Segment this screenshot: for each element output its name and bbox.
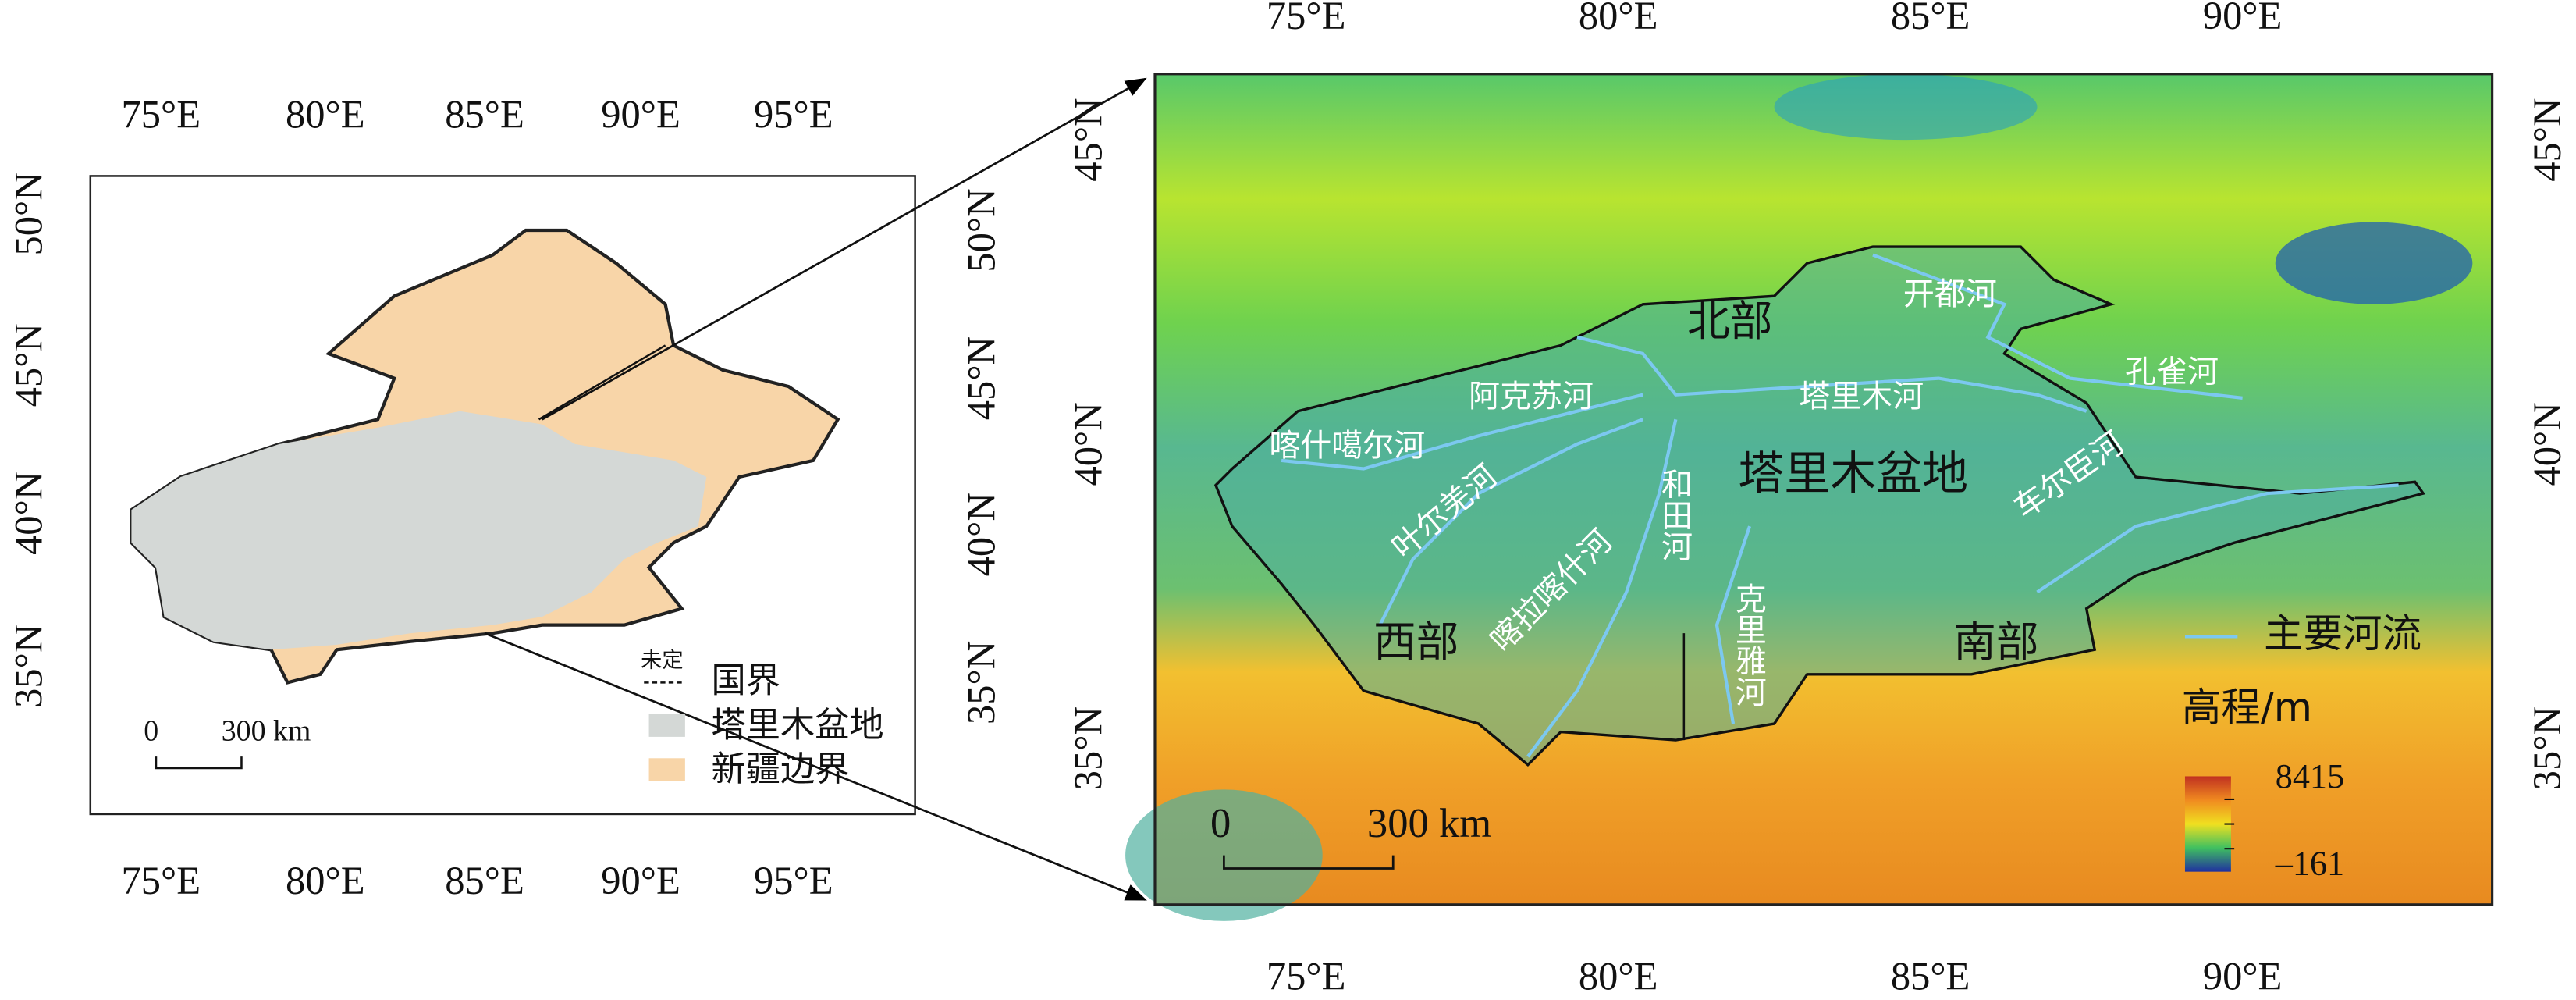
arrow (484, 632, 1147, 901)
river-label: 和田河 (1656, 468, 1692, 561)
lon-label: 90°E (601, 92, 680, 136)
lat-label: 45°N (960, 336, 1004, 420)
river-line (1281, 393, 1643, 471)
lon-label: 80°E (1579, 954, 1658, 998)
lon-label: 85°E (445, 92, 524, 136)
lat-label: 40°N (960, 493, 1004, 576)
lon-label: 90°E (2203, 0, 2283, 37)
lon-label: 80°E (1579, 0, 1658, 37)
detail-map: 北部 西部 南部 塔里木盆地 开都河 孔雀河 塔里木河 阿克苏河 喀什噶尔河 叶… (1067, 0, 2569, 998)
lon-label: 85°E (1891, 0, 1970, 37)
colorbar (2184, 776, 2231, 872)
river-line (2036, 483, 2399, 594)
scale-distance: 300 km (1367, 801, 1491, 846)
lat-label: 50°N (960, 188, 1004, 272)
lat-label: 45°N (1067, 98, 1110, 181)
scale-zero: 0 (144, 714, 158, 747)
scale-distance: 300 km (222, 714, 311, 747)
tarim-basin-region (131, 411, 707, 650)
lat-label: 40°N (2525, 402, 2569, 486)
arrow (542, 77, 1147, 421)
colorbar-max: 8415 (2276, 757, 2344, 795)
lon-label: 95°E (754, 92, 833, 136)
scale-bar (1223, 855, 1395, 870)
scale-zero: 0 (1210, 801, 1231, 846)
lon-label: 75°E (122, 859, 201, 902)
river-line (1714, 525, 1752, 724)
river-label: 克里雅河 (1730, 582, 1766, 707)
lon-label: 80°E (286, 92, 365, 136)
lon-label: 80°E (286, 859, 365, 902)
terrain-low (1774, 73, 2038, 141)
lat-label: 40°N (7, 472, 51, 555)
river-line (1526, 418, 1678, 758)
river-label: 阿克苏河 (1469, 379, 1594, 415)
river-line (1378, 418, 1643, 626)
lon-label: 75°E (1267, 0, 1346, 37)
legend-label: 塔里木盆地 (712, 705, 884, 745)
lon-label: 95°E (754, 859, 833, 902)
legend-label: 国界 (712, 660, 780, 700)
tarim-basin-outline (1213, 245, 2426, 767)
lat-label: 50°N (7, 172, 51, 255)
arrow-origin (538, 344, 666, 421)
legend-symbol (648, 714, 685, 737)
lat-label: 45°N (2525, 98, 2569, 181)
rivers (1281, 253, 2399, 758)
region-label: 西部 (1373, 617, 1459, 667)
lat-label: 35°N (1067, 706, 1110, 790)
lon-label: 75°E (1267, 954, 1346, 998)
lat-label: 35°N (7, 625, 51, 708)
river-line (1576, 335, 2087, 413)
legend-title: 高程/m (2182, 685, 2312, 731)
lat-label: 40°N (1067, 402, 1110, 486)
lon-label: 75°E (122, 92, 201, 136)
lat-label: 35°N (2525, 706, 2569, 790)
lat-label: 35°N (960, 641, 1004, 724)
terrain-low (2275, 222, 2473, 304)
river-label: 塔里木河 (1799, 379, 1924, 415)
lon-label: 90°E (2203, 954, 2283, 998)
lon-label: 85°E (1891, 954, 1970, 998)
lon-label: 85°E (445, 859, 524, 902)
river-label: 喀什噶尔河 (1269, 428, 1425, 464)
lon-label: 90°E (601, 859, 680, 902)
legend-symbol (648, 758, 685, 781)
region-label: 北部 (1687, 296, 1772, 346)
map-frame (1153, 73, 2494, 906)
scale-bar (155, 756, 243, 770)
colorbar-min: –161 (2275, 844, 2344, 882)
region-label: 塔里木盆地 (1738, 447, 1968, 500)
region-label: 南部 (1953, 617, 2038, 667)
river-label: 孔雀河 (2125, 354, 2219, 390)
river-label: 开都河 (1903, 276, 1997, 312)
legend-label: 未定 (641, 648, 684, 672)
river-line (1872, 253, 2243, 400)
lat-label: 45°N (7, 323, 51, 407)
overview-map: 75°E 80°E 85°E 90°E 95°E 75°E 80°E 85°E … (7, 77, 1147, 902)
legend-label: 主要河流 (2264, 610, 2421, 657)
legend-label: 新疆边界 (712, 749, 850, 789)
